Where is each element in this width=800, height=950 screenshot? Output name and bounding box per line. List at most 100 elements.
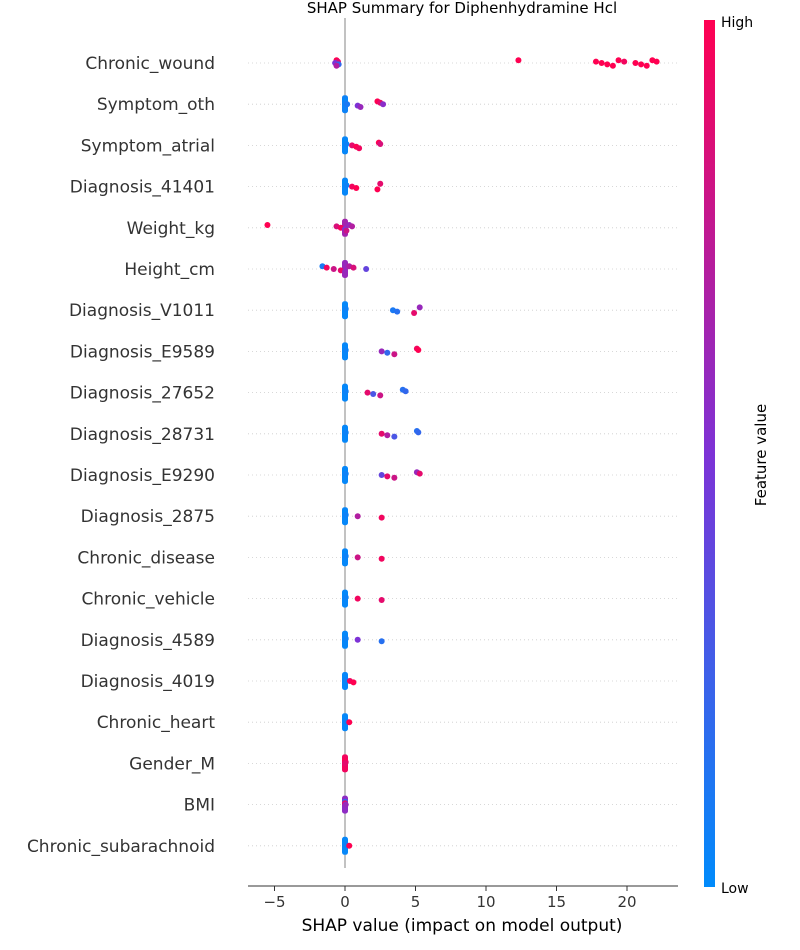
data-point	[374, 186, 381, 193]
feature-label: Gender_M	[129, 754, 215, 774]
data-point	[384, 349, 391, 356]
feature-label: Diagnosis_E9290	[70, 466, 215, 486]
data-point	[342, 594, 349, 601]
data-point	[378, 555, 385, 562]
x-tick-label: 5	[411, 893, 421, 911]
data-point	[342, 388, 349, 395]
data-point	[354, 554, 361, 561]
feature-label: Chronic_vehicle	[81, 590, 215, 610]
data-point	[342, 429, 349, 436]
data-point	[643, 62, 650, 69]
data-point	[638, 61, 645, 68]
feature-label: Diagnosis_V1011	[69, 301, 215, 321]
colorbar-low-label: Low	[721, 881, 749, 897]
data-point	[378, 430, 385, 437]
data-point	[346, 842, 353, 849]
feature-label: Weight_kg	[127, 219, 215, 239]
feature-label: Diagnosis_28731	[70, 425, 215, 445]
x-tick-label: 20	[617, 893, 636, 911]
x-tick-label: 15	[547, 893, 566, 911]
data-point	[384, 432, 391, 439]
data-point	[394, 308, 401, 315]
feature-label: Diagnosis_E9589	[70, 342, 215, 362]
feature-labels: Chronic_wound Symptom_oth Symptom_atrial Di…	[27, 54, 215, 857]
data-point	[402, 388, 409, 395]
data-point	[342, 635, 349, 642]
data-point	[363, 266, 370, 272]
colorbar-title: Feature value	[752, 404, 770, 506]
x-axis-label: SHAP value (impact on model output)	[302, 916, 623, 936]
data-point	[343, 227, 350, 234]
data-point	[323, 264, 330, 271]
data-point	[342, 305, 349, 312]
data-point	[354, 595, 361, 602]
feature-label: Diagnosis_2875	[81, 507, 215, 527]
data-point	[598, 60, 605, 66]
x-tick-label: −5	[263, 893, 285, 911]
data-point	[653, 58, 660, 65]
data-point	[378, 514, 385, 521]
feature-label: BMI	[184, 796, 215, 816]
colorbar-high-label: High	[721, 15, 753, 31]
grid-lines	[248, 62, 678, 847]
feature-label: Chronic_heart	[97, 713, 216, 733]
data-point	[350, 264, 357, 271]
x-tick-label: 10	[476, 893, 495, 911]
data-point	[391, 474, 398, 481]
data-point	[342, 801, 349, 808]
feature-label: Diagnosis_4589	[81, 631, 215, 651]
data-point	[378, 638, 385, 645]
data-point	[378, 472, 385, 478]
data-point	[342, 553, 349, 559]
data-point	[609, 62, 616, 69]
data-point	[342, 268, 348, 275]
data-point	[356, 145, 363, 152]
feature-label: Symptom_atrial	[81, 136, 215, 156]
data-point	[416, 304, 423, 311]
feature-label: Chronic_subarachnoid	[27, 837, 215, 857]
data-point	[330, 266, 337, 272]
data-point	[350, 679, 357, 686]
data-point	[346, 719, 353, 726]
data-point	[615, 57, 622, 64]
data-point	[378, 597, 385, 603]
data-point	[343, 182, 350, 189]
data-point	[604, 61, 611, 68]
data-point	[380, 101, 387, 108]
data-point	[391, 351, 398, 358]
data-point	[343, 141, 350, 147]
data-point	[384, 473, 391, 480]
data-point	[592, 58, 599, 65]
feature-label: Height_cm	[124, 260, 215, 280]
data-point	[264, 222, 271, 228]
feature-label: Diagnosis_4019	[81, 672, 215, 692]
feature-label: Diagnosis_41401	[70, 178, 215, 198]
data-point	[415, 429, 422, 436]
data-point	[349, 223, 356, 230]
data-point	[357, 104, 364, 110]
data-point	[370, 391, 377, 397]
x-axis-ticks: −5 0 5 10 15 20	[263, 886, 637, 911]
data-point	[342, 347, 349, 353]
feature-label: Symptom_oth	[97, 95, 215, 115]
feature-label: Diagnosis_27652	[70, 384, 215, 404]
data-point	[377, 141, 384, 147]
data-point	[415, 347, 422, 353]
chart-title: SHAP Summary for Diphenhydramine Hcl	[307, 0, 617, 17]
data-point	[377, 180, 384, 187]
data-point	[354, 636, 361, 643]
data-points	[264, 57, 660, 855]
data-point	[416, 470, 423, 477]
data-point	[353, 185, 360, 191]
colorbar	[704, 20, 715, 887]
data-point	[632, 60, 639, 66]
data-point	[344, 101, 351, 108]
data-point	[411, 310, 418, 316]
data-point	[377, 392, 384, 399]
x-tick-label: 0	[340, 893, 350, 911]
data-point	[378, 348, 385, 355]
data-point	[391, 433, 398, 440]
data-point	[354, 513, 361, 520]
data-point	[621, 58, 628, 65]
